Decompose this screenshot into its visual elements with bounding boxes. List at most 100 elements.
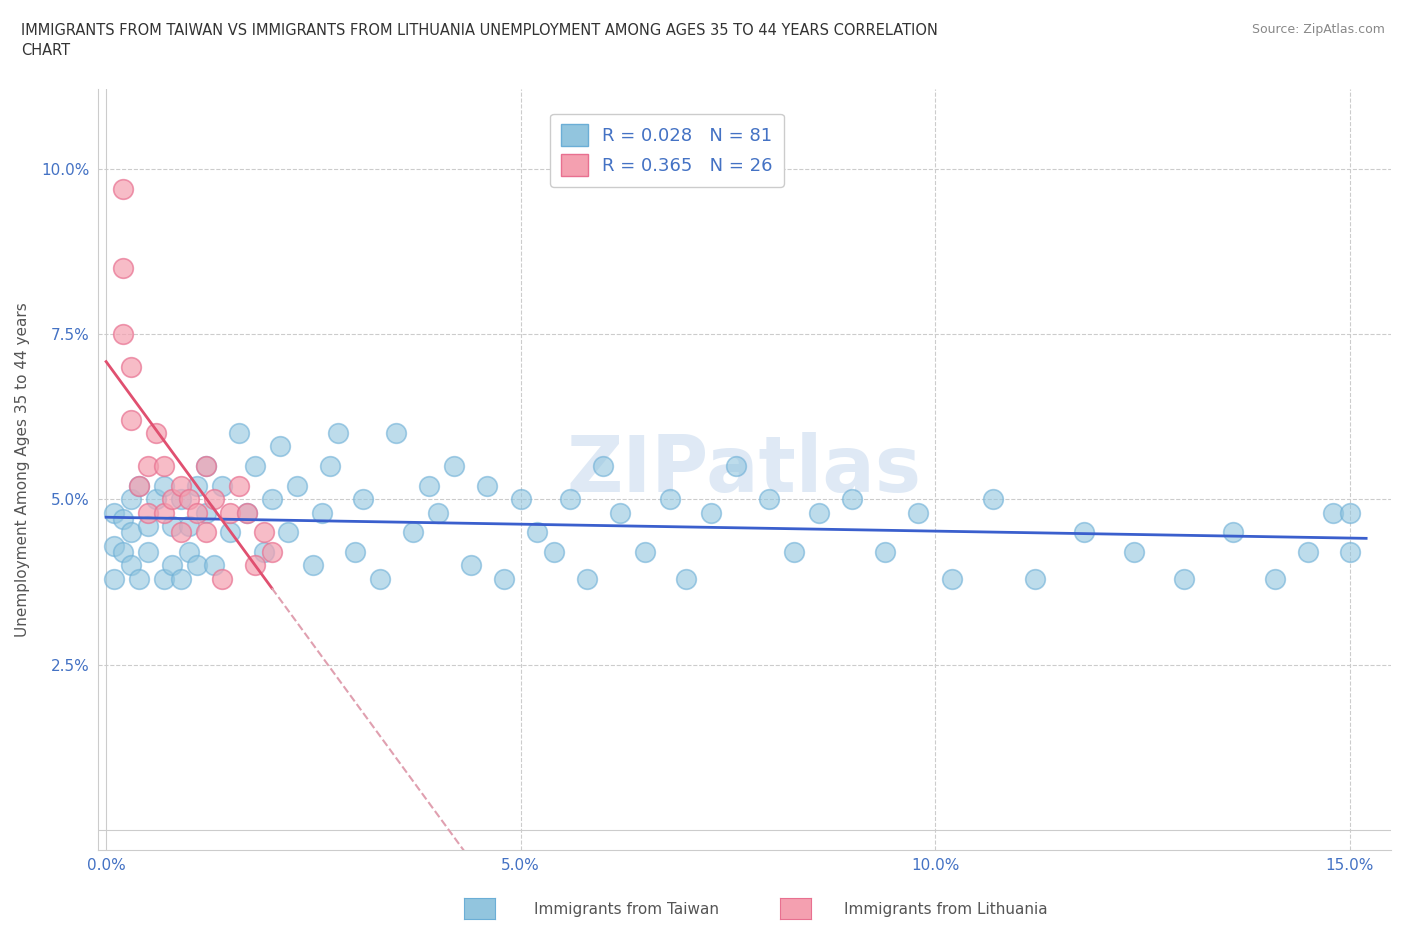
Point <box>1264 571 1286 586</box>
Point <box>328 426 350 441</box>
Point <box>128 479 150 494</box>
Point <box>1339 545 1361 560</box>
Point <box>1339 505 1361 520</box>
Point <box>981 492 1004 507</box>
Point <box>103 571 125 586</box>
Point <box>120 413 142 428</box>
Point <box>177 492 200 507</box>
Point <box>136 545 159 560</box>
Point <box>120 492 142 507</box>
Point <box>592 458 614 473</box>
Point <box>202 558 225 573</box>
Point <box>575 571 598 586</box>
Point <box>368 571 391 586</box>
Point <box>509 492 531 507</box>
Point <box>252 525 274 540</box>
Point <box>177 518 200 533</box>
Point <box>700 505 723 520</box>
Point <box>269 439 291 454</box>
Point <box>907 505 929 520</box>
Point <box>245 458 267 473</box>
Point <box>111 512 134 526</box>
Point <box>443 458 465 473</box>
Point <box>634 545 657 560</box>
Point <box>153 505 176 520</box>
Point <box>136 505 159 520</box>
Point <box>1024 571 1046 586</box>
Point <box>194 525 217 540</box>
Point <box>111 181 134 196</box>
Point <box>418 479 440 494</box>
Point <box>211 479 233 494</box>
Point <box>211 571 233 586</box>
Point <box>194 458 217 473</box>
Point <box>758 492 780 507</box>
Point <box>260 492 283 507</box>
Point <box>170 492 193 507</box>
Point <box>841 492 863 507</box>
Text: Immigrants from Taiwan: Immigrants from Taiwan <box>534 902 720 917</box>
Point <box>120 525 142 540</box>
Point <box>170 479 193 494</box>
Point <box>136 458 159 473</box>
Point <box>1222 525 1244 540</box>
Point <box>111 260 134 275</box>
Point <box>219 525 242 540</box>
Point <box>783 545 806 560</box>
Point <box>162 518 184 533</box>
Point <box>162 558 184 573</box>
Point <box>277 525 299 540</box>
Point <box>245 558 267 573</box>
Point <box>875 545 897 560</box>
Point <box>609 505 631 520</box>
Point <box>111 545 134 560</box>
Point <box>1173 571 1195 586</box>
Point <box>153 571 176 586</box>
Point <box>675 571 697 586</box>
Point <box>120 360 142 375</box>
Point <box>343 545 366 560</box>
Point <box>128 479 150 494</box>
Point <box>136 518 159 533</box>
Point <box>252 545 274 560</box>
Point <box>153 479 176 494</box>
Point <box>319 458 342 473</box>
Point <box>145 492 167 507</box>
Point <box>162 492 184 507</box>
Point <box>385 426 408 441</box>
Point <box>228 479 250 494</box>
Point <box>228 426 250 441</box>
Point <box>170 571 193 586</box>
Text: IMMIGRANTS FROM TAIWAN VS IMMIGRANTS FROM LITHUANIA UNEMPLOYMENT AMONG AGES 35 T: IMMIGRANTS FROM TAIWAN VS IMMIGRANTS FRO… <box>21 23 938 58</box>
Point <box>1073 525 1095 540</box>
Point <box>145 426 167 441</box>
Point <box>103 505 125 520</box>
Point <box>352 492 374 507</box>
Point <box>560 492 582 507</box>
Legend: R = 0.028   N = 81, R = 0.365   N = 26: R = 0.028 N = 81, R = 0.365 N = 26 <box>550 113 783 187</box>
Point <box>808 505 831 520</box>
Point <box>111 326 134 341</box>
Point <box>725 458 748 473</box>
Point <box>236 505 259 520</box>
Point <box>219 505 242 520</box>
Point <box>311 505 333 520</box>
Point <box>526 525 548 540</box>
Point <box>103 538 125 553</box>
Point <box>941 571 963 586</box>
Point <box>426 505 449 520</box>
Point <box>194 505 217 520</box>
Text: Source: ZipAtlas.com: Source: ZipAtlas.com <box>1251 23 1385 36</box>
Point <box>128 571 150 586</box>
Point <box>260 545 283 560</box>
Point <box>120 558 142 573</box>
Point <box>477 479 499 494</box>
Point <box>285 479 308 494</box>
Point <box>402 525 425 540</box>
Point <box>186 558 208 573</box>
Point <box>543 545 565 560</box>
Point <box>658 492 681 507</box>
Point <box>492 571 515 586</box>
Point <box>170 525 193 540</box>
Point <box>186 505 208 520</box>
